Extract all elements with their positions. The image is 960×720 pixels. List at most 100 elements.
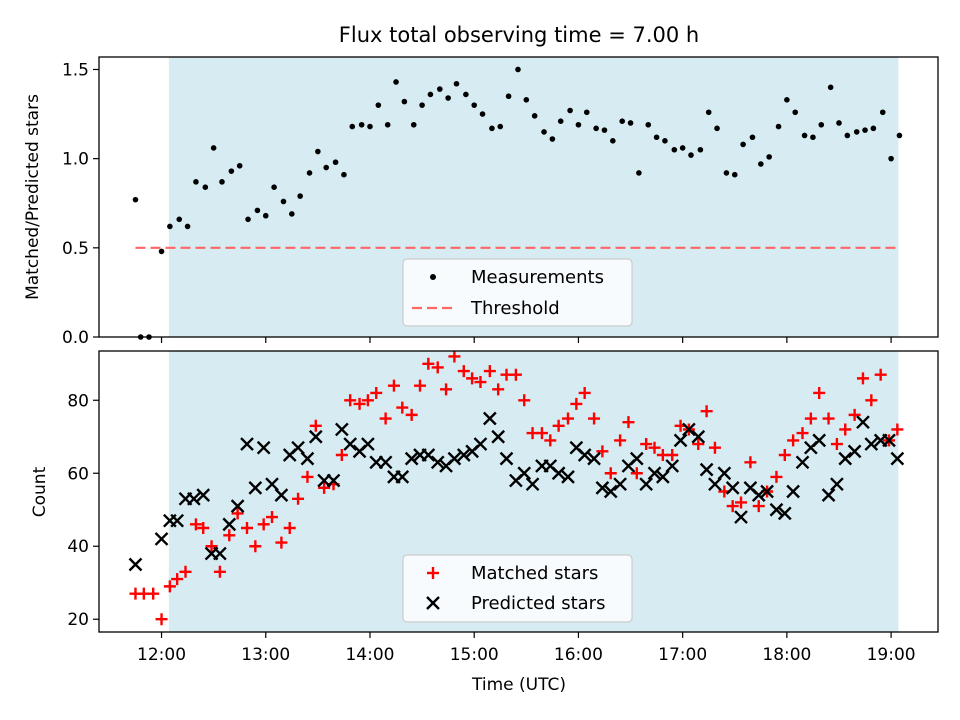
matched-star-point (848, 408, 861, 421)
matched-star-point (440, 383, 453, 396)
measurement-point (731, 171, 738, 178)
top-y-axis: 0.0 0.5 1.0 1.5 (62, 60, 99, 348)
measurement-point (210, 145, 217, 151)
measurement-point (619, 118, 626, 125)
measurement-point (375, 102, 382, 108)
matched-star-point (344, 394, 357, 407)
predicted-star-point (361, 437, 375, 451)
predicted-star-point (128, 557, 143, 572)
measurement-point (245, 216, 251, 223)
top-x-axis (160, 337, 892, 343)
predicted-star-point (256, 440, 271, 455)
matched-star-point (744, 456, 757, 469)
measurement-point (315, 148, 321, 155)
predicted-star-point (691, 429, 706, 444)
matched-star-point (205, 540, 218, 553)
measurement-point (393, 79, 399, 85)
predicted-star-point (551, 466, 566, 481)
predicted-star-point (751, 488, 766, 502)
legend-matched-marker (427, 567, 439, 579)
legend-measurements-label: Measurements (471, 267, 604, 288)
matched-star-point (405, 408, 418, 421)
predicted-star-point (838, 451, 853, 466)
predicted-star-point (647, 466, 662, 481)
x-tick-label: 15:00 (450, 645, 499, 665)
matched-star-point (622, 416, 635, 429)
predicted-star-point (326, 473, 341, 488)
predicted-star-point (656, 470, 670, 484)
measurement-point (749, 134, 756, 141)
matched-star-point (726, 500, 739, 513)
measurement-point (471, 102, 478, 108)
predicted-star-point (708, 477, 722, 492)
measurement-point (497, 123, 504, 130)
matched-star-point (839, 423, 852, 436)
bottom-y-axis-label: Count (30, 466, 50, 517)
predicted-star-point (561, 470, 575, 484)
measurement-point (427, 91, 434, 98)
predicted-star-point (196, 488, 211, 502)
matched-star-point (361, 394, 374, 407)
measurement-point (879, 109, 886, 116)
measurement-point (853, 129, 860, 135)
measurement-point (384, 121, 391, 128)
measurement-point (132, 196, 139, 203)
measurement-point (567, 107, 573, 114)
matched-star-point (370, 386, 383, 399)
measurement-point (557, 118, 564, 125)
matched-star-point (422, 357, 435, 370)
measurement-point (262, 212, 269, 219)
matched-star-point (518, 394, 531, 407)
measurement-point (341, 171, 347, 178)
top-plot-frame (98, 56, 939, 338)
matched-star-point (630, 467, 643, 480)
predicted-star-point (378, 455, 393, 470)
matched-stars-points (129, 350, 904, 626)
predicted-star-point (222, 517, 237, 532)
predicted-star-point (603, 484, 618, 499)
x-tick-label: 13:00 (241, 645, 290, 665)
x-tick-label: 18:00 (762, 645, 811, 665)
matched-star-point (509, 368, 522, 381)
measurement-point (688, 152, 694, 158)
predicted-star-point (491, 429, 506, 444)
predicted-star-point (725, 481, 740, 495)
matched-star-point (318, 481, 331, 494)
matched-star-point (891, 423, 904, 436)
x-tick-label: 16:00 (554, 645, 603, 665)
measurement-point (367, 123, 373, 130)
predicted-star-point (821, 488, 836, 502)
measurement-point (870, 125, 877, 132)
matched-star-point (578, 386, 591, 399)
predicted-star-point (639, 477, 654, 492)
matched-star-point (249, 540, 262, 553)
y-tick-label: 0.5 (62, 239, 89, 259)
bottom-y-axis: 20 40 60 80 (67, 391, 99, 630)
measurement-point (323, 164, 330, 171)
predicted-star-point (517, 466, 532, 481)
measurement-point (297, 193, 303, 199)
measurement-point (254, 207, 261, 214)
matched-star-point (570, 397, 583, 410)
matched-star-point (700, 405, 713, 418)
measurement-point (176, 216, 183, 223)
matched-star-point (353, 397, 366, 410)
matched-star-point (396, 401, 409, 414)
predicted-star-point (682, 422, 696, 437)
predicted-star-point (240, 437, 254, 451)
predicted-star-point (300, 451, 315, 466)
measurement-point (758, 161, 764, 167)
predicted-star-point (673, 433, 688, 448)
measurement-point (653, 134, 660, 141)
y-tick-label: 0.0 (62, 328, 89, 348)
predicted-star-point (890, 451, 905, 466)
measurement-point (818, 121, 825, 128)
matched-star-point (466, 372, 479, 385)
matched-star-point (813, 386, 826, 399)
matched-star-point (614, 434, 627, 447)
measurement-point (479, 111, 486, 117)
y-tick-label: 80 (67, 391, 89, 411)
measurement-point (896, 132, 903, 139)
predicted-star-point (777, 506, 792, 521)
bottom-plot-frame (98, 350, 939, 633)
